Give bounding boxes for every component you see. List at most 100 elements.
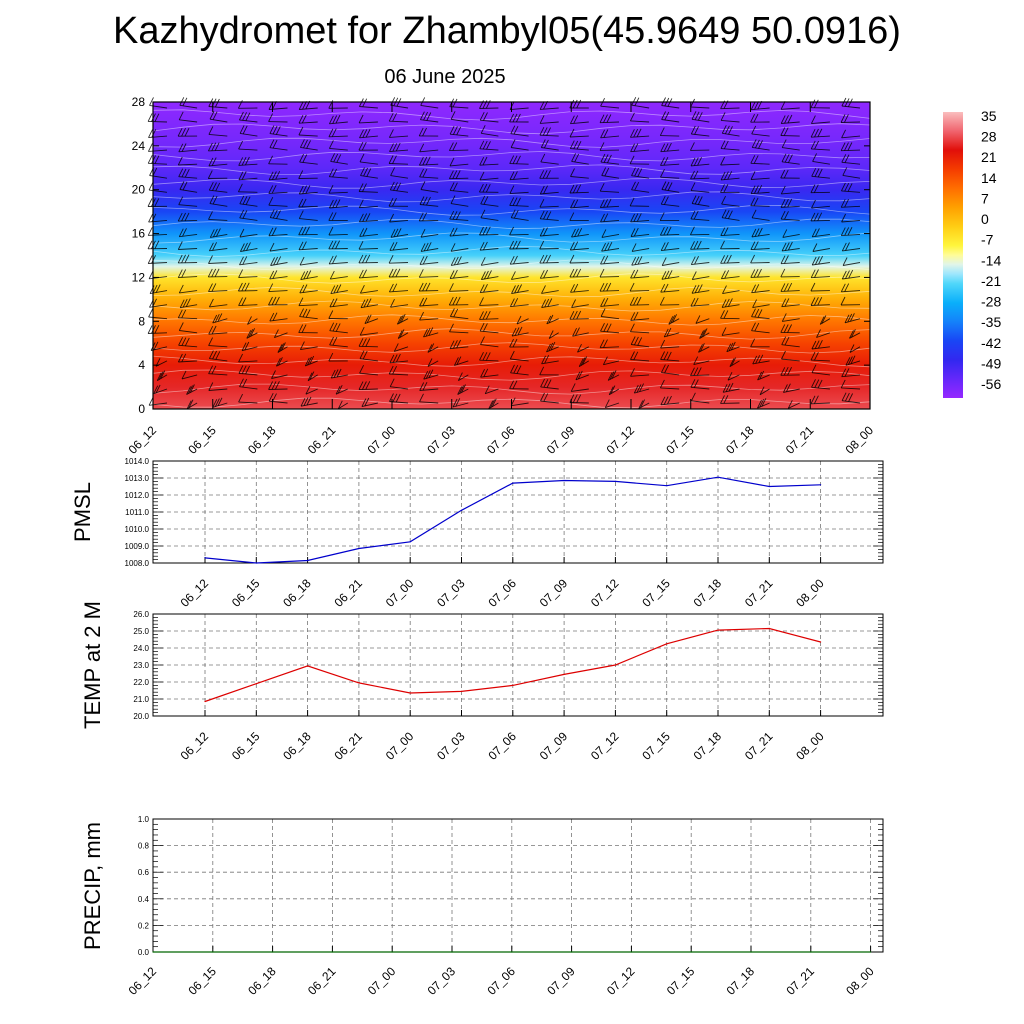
wind-barb	[269, 276, 288, 280]
wind-barb	[757, 402, 770, 409]
wind-barb	[691, 290, 710, 294]
wind-barb-flag	[661, 257, 667, 266]
contour-line	[152, 300, 871, 312]
data-point	[255, 683, 257, 685]
wind-barb-flag	[298, 241, 304, 251]
wind-barb-flag	[638, 400, 644, 409]
wind-barb	[781, 191, 800, 195]
wind-barb-flag	[577, 227, 583, 237]
wind-barb-flag	[388, 112, 394, 122]
wind-barb-flag	[640, 399, 646, 408]
wind-barb-flag	[752, 355, 758, 365]
wind-barb-flag	[147, 227, 153, 236]
wind-barb	[458, 374, 469, 381]
wind-barb-flag	[600, 298, 606, 307]
y-tick-label: 24	[132, 139, 146, 153]
wind-barb-flag	[275, 126, 281, 135]
wind-barb-flag	[211, 268, 217, 278]
wind-barb-flag	[211, 142, 217, 151]
wind-barb-flag	[753, 197, 759, 207]
wind-barb	[360, 175, 378, 179]
wind-barb-flag	[814, 128, 819, 138]
wind-barb-flag	[268, 392, 274, 402]
wind-barb-flag	[781, 350, 786, 360]
wind-barb-flag	[573, 283, 579, 293]
wind-barb-flag	[396, 182, 402, 192]
wind-barb	[361, 402, 378, 408]
wind-barb	[390, 386, 409, 390]
wind-barb	[751, 133, 770, 137]
x-tick-label: 07_18	[691, 729, 725, 763]
wind-barb-flag	[696, 240, 702, 250]
y-tick-label: 4	[138, 358, 145, 372]
wind-barb-flag	[783, 127, 789, 136]
wind-barb-flag	[723, 140, 729, 150]
y-tick-label: 1014.0	[125, 457, 150, 466]
wind-barb-flag	[332, 255, 337, 264]
wind-barb	[359, 161, 378, 165]
wind-barb-flag	[306, 396, 312, 406]
wind-barb-flag	[301, 226, 307, 236]
wind-barb	[389, 149, 409, 153]
data-point	[666, 485, 668, 487]
wind-barb-flag	[663, 143, 669, 152]
wind-barb	[419, 204, 439, 207]
wind-barb-flag	[726, 254, 732, 264]
wind-barb-flag	[358, 381, 364, 390]
wind-barb-flag	[392, 155, 397, 164]
data-point	[272, 951, 274, 953]
wind-barb-flag	[783, 255, 789, 264]
wind-barb	[781, 344, 800, 348]
wind-barb-flag	[392, 268, 397, 278]
wind-barb-flag	[850, 329, 856, 338]
wind-barb-flag	[691, 111, 697, 120]
x-tick-label: 06_21	[305, 964, 339, 998]
wind-barb	[389, 120, 409, 123]
wind-barb-flag	[666, 351, 672, 361]
wind-barb-flag	[418, 156, 424, 166]
wind-barb-flag	[845, 270, 850, 279]
wind-barb-flag	[543, 269, 549, 279]
wind-barb-flag	[184, 337, 190, 347]
wind-barb-flag	[634, 181, 640, 191]
wind-barb	[480, 119, 499, 123]
y-tick-label: 1009.0	[125, 542, 150, 551]
wind-barb-flag	[516, 365, 522, 374]
wind-barb	[578, 360, 590, 367]
wind-barb-flag	[482, 140, 488, 150]
wind-barb-flag	[390, 229, 396, 238]
wind-barb-flag	[214, 98, 220, 108]
wind-barb-flag	[305, 185, 311, 194]
wind-barb	[540, 276, 559, 279]
wind-barb-flag	[177, 309, 183, 319]
wind-barb-flag	[212, 195, 218, 205]
wind-barb-flag	[269, 209, 275, 218]
x-tick-label: 07_21	[783, 423, 817, 457]
wind-barb-flag	[694, 255, 700, 265]
wind-barb-flag	[513, 255, 518, 265]
wind-barb	[661, 105, 680, 109]
wind-barb-flag	[784, 153, 790, 163]
wind-barb-flag	[389, 181, 395, 191]
wind-barb-flag	[668, 316, 674, 325]
wind-barb-flag	[810, 184, 816, 193]
wind-barb-flag	[750, 113, 756, 123]
wind-barb	[238, 163, 258, 166]
x-tick-label: 07_06	[484, 964, 518, 998]
wind-barb	[600, 262, 620, 265]
wind-barb-flag	[449, 227, 455, 237]
wind-barb-flag	[509, 101, 515, 110]
wind-barb	[630, 331, 650, 334]
wind-barb-flag	[422, 196, 428, 206]
wind-barb-flag	[784, 336, 790, 346]
wind-barb-flag	[540, 392, 545, 402]
wind-barb	[208, 218, 228, 221]
wind-barb	[389, 373, 409, 376]
wind-barb-flag	[422, 297, 428, 307]
wind-barb-flag	[388, 254, 394, 264]
wind-barb	[816, 332, 831, 338]
contour-line	[152, 259, 871, 271]
wind-barb	[630, 290, 650, 292]
wind-barb	[298, 304, 318, 307]
wind-barb	[510, 262, 529, 265]
